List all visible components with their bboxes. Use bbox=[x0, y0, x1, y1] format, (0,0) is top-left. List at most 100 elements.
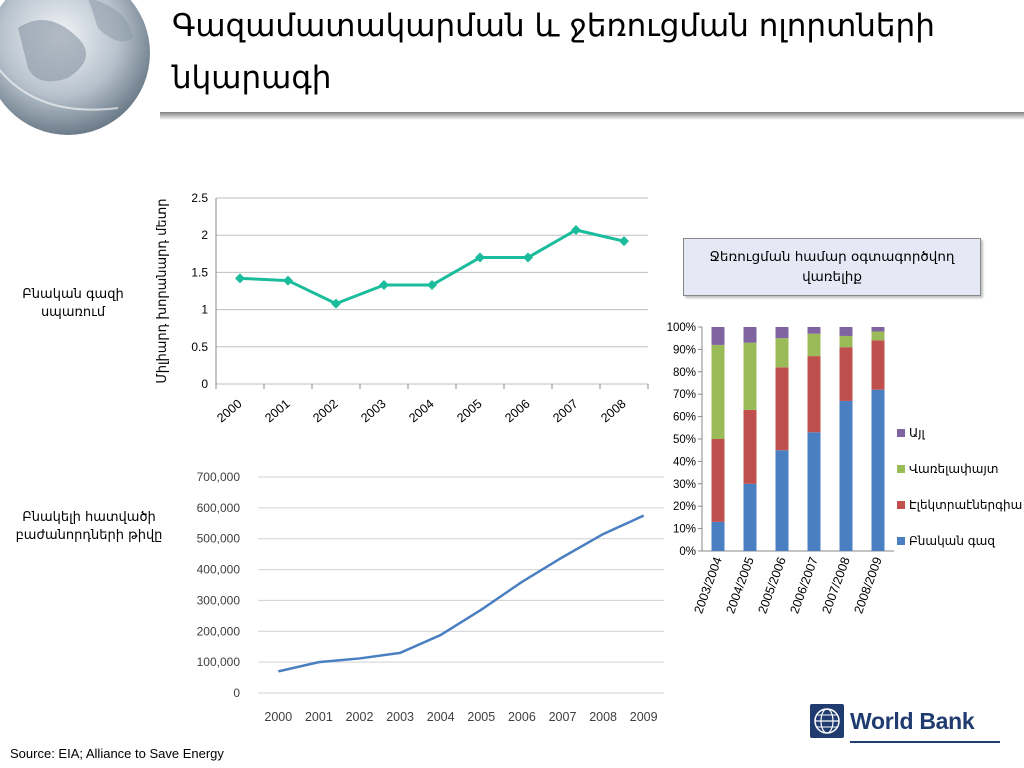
bar-segment bbox=[775, 367, 789, 451]
bar-segment bbox=[839, 347, 853, 401]
bar-segment bbox=[807, 432, 821, 551]
x-tick-label: 2007/2008 bbox=[819, 555, 852, 615]
x-tick-label: 2006 bbox=[508, 710, 536, 724]
bar-segment bbox=[871, 389, 885, 551]
legend-swatch bbox=[897, 501, 905, 509]
bar-segment bbox=[807, 333, 821, 357]
x-tick-label: 2000 bbox=[264, 710, 292, 724]
bar-segment bbox=[807, 356, 821, 433]
y-tick-label: 100% bbox=[667, 322, 696, 334]
y-tick-label: 0.5 bbox=[191, 340, 208, 354]
data-point-marker bbox=[571, 224, 581, 235]
bar-segment bbox=[711, 344, 725, 439]
y-axis-title: Միլիարդ խորանարդ մետր bbox=[155, 198, 170, 383]
y-tick-label: 10% bbox=[673, 524, 696, 536]
bar-segment bbox=[775, 327, 789, 339]
y-tick-label: 90% bbox=[673, 344, 696, 356]
data-point-marker bbox=[235, 273, 245, 284]
title-divider bbox=[160, 112, 1024, 120]
bar-segment bbox=[711, 439, 725, 522]
x-tick-label: 2003 bbox=[358, 397, 388, 426]
y-tick-label: 300,000 bbox=[197, 593, 241, 607]
data-point-marker bbox=[331, 298, 341, 309]
y-tick-label: 0% bbox=[679, 546, 696, 558]
heating-fuel-title-box: Ջեռուցման համար օգտագործվող վառելիք bbox=[683, 238, 981, 296]
x-tick-label: 2000 bbox=[214, 397, 244, 426]
bar-segment bbox=[839, 335, 853, 348]
legend-label: Վառելափայտ bbox=[909, 462, 998, 476]
bar-segment bbox=[743, 327, 757, 343]
y-tick-label: 1 bbox=[201, 303, 208, 317]
bar-segment bbox=[775, 450, 789, 551]
y-tick-label: 1.5 bbox=[191, 265, 208, 279]
x-tick-label: 2003 bbox=[386, 710, 414, 724]
bar-segment bbox=[871, 331, 885, 341]
legend-label: Այլ bbox=[909, 426, 925, 440]
x-tick-label: 2001 bbox=[262, 397, 292, 426]
bar-segment bbox=[743, 409, 757, 484]
x-tick-label: 2002 bbox=[310, 397, 340, 426]
x-tick-label: 2003/2004 bbox=[691, 555, 724, 615]
gas-consumption-label: Բնական գազի սպառում bbox=[22, 287, 124, 320]
world-bank-emblem-icon bbox=[810, 704, 844, 738]
bar-segment bbox=[807, 327, 821, 334]
globe-image bbox=[0, 0, 150, 135]
legend-swatch bbox=[897, 537, 905, 545]
bar-segment bbox=[743, 483, 757, 551]
x-tick-label: 2007 bbox=[549, 710, 577, 724]
x-tick-label: 2002 bbox=[346, 710, 374, 724]
y-tick-label: 400,000 bbox=[197, 563, 241, 577]
y-tick-label: 30% bbox=[673, 479, 696, 491]
x-tick-label: 2004 bbox=[406, 397, 436, 426]
x-tick-label: 2009 bbox=[630, 710, 658, 724]
x-tick-label: 2008/2009 bbox=[851, 555, 884, 615]
legend-label: Բնական գազ bbox=[909, 534, 995, 548]
x-tick-label: 2004/2005 bbox=[723, 555, 756, 615]
world-bank-logo-text: World Bank bbox=[850, 708, 975, 734]
data-point-marker bbox=[427, 280, 437, 291]
slide-title: Գազամատակարման և ջեռուցման ոլորտների նկա… bbox=[172, 8, 935, 96]
bar-segment bbox=[871, 327, 885, 332]
y-tick-label: 700,000 bbox=[197, 470, 241, 484]
bar-segment bbox=[711, 521, 725, 551]
bar-segment bbox=[839, 400, 853, 551]
bar-segment bbox=[839, 327, 853, 336]
y-tick-label: 20% bbox=[673, 501, 696, 513]
bar-segment bbox=[711, 327, 725, 345]
x-tick-label: 2001 bbox=[305, 710, 333, 724]
y-tick-label: 600,000 bbox=[197, 501, 241, 515]
y-tick-label: 2 bbox=[201, 228, 208, 242]
source-note: Source: EIA; Alliance to Save Energy bbox=[10, 746, 224, 761]
gas-consumption-line bbox=[239, 228, 625, 306]
y-tick-label: 2.5 bbox=[191, 191, 208, 205]
x-tick-label: 2007 bbox=[550, 397, 580, 426]
data-point-marker bbox=[475, 252, 485, 263]
y-tick-label: 60% bbox=[673, 412, 696, 424]
households-label: Բնակելի հատվածի բաժանորդների թիվը bbox=[15, 510, 163, 543]
y-tick-label: 500,000 bbox=[197, 532, 241, 546]
legend-swatch bbox=[897, 429, 905, 437]
logo-underline bbox=[850, 741, 1000, 743]
data-point-marker bbox=[523, 252, 533, 263]
x-tick-label: 2005/2006 bbox=[755, 555, 788, 615]
data-point-marker bbox=[379, 280, 389, 291]
data-point-marker bbox=[283, 275, 293, 286]
y-tick-label: 70% bbox=[673, 389, 696, 401]
world-bank-logo: World Bank bbox=[810, 704, 1000, 744]
y-tick-label: 0 bbox=[201, 377, 208, 391]
y-tick-label: 80% bbox=[673, 367, 696, 379]
bar-segment bbox=[775, 338, 789, 368]
legend-swatch bbox=[897, 465, 905, 473]
x-tick-label: 2005 bbox=[467, 710, 495, 724]
y-tick-label: 100,000 bbox=[197, 655, 241, 669]
y-tick-label: 200,000 bbox=[197, 624, 241, 638]
y-tick-label: 40% bbox=[673, 456, 696, 468]
x-tick-label: 2006 bbox=[502, 397, 532, 426]
bar-segment bbox=[871, 340, 885, 390]
households-line bbox=[278, 514, 645, 673]
x-tick-label: 2008 bbox=[598, 397, 628, 426]
y-tick-label: 50% bbox=[673, 434, 696, 446]
x-tick-label: 2006/2007 bbox=[787, 555, 820, 615]
bar-segment bbox=[743, 342, 757, 410]
